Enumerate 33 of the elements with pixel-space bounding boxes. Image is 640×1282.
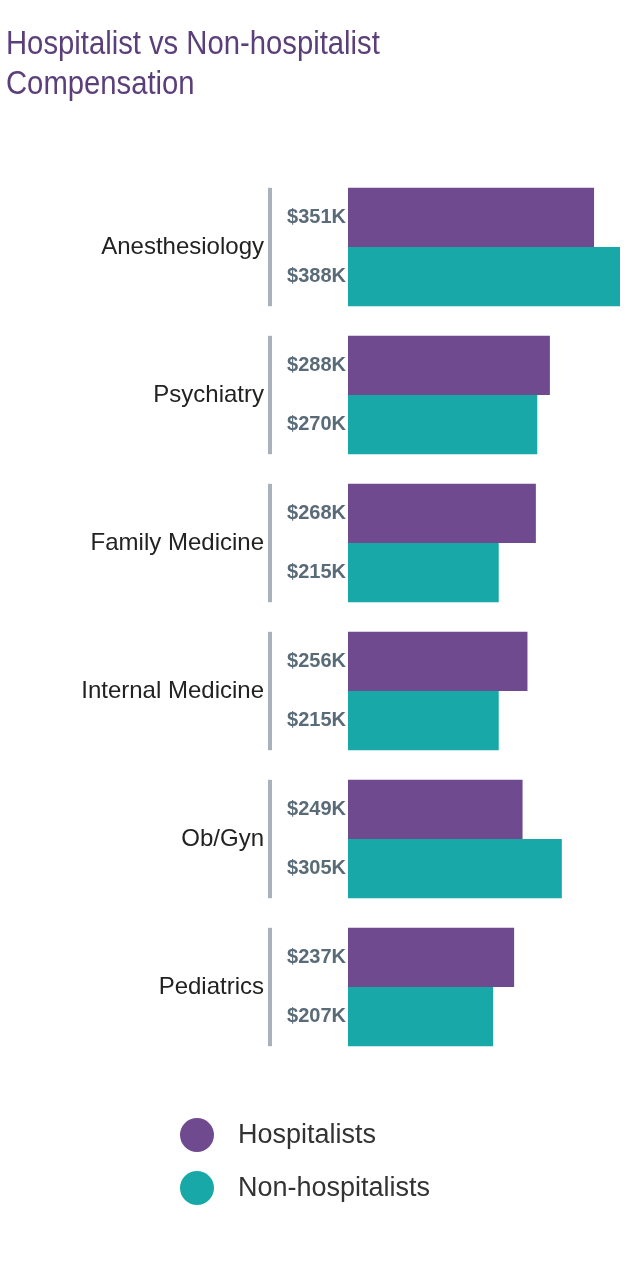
data-label: $256K — [287, 648, 347, 671]
chart-title: Hospitalist vs Non-hospitalist Compensation — [6, 22, 381, 102]
data-label: $215K — [287, 560, 347, 583]
data-label: $249K — [287, 796, 347, 819]
data-label: $305K — [287, 856, 347, 879]
data-label: $388K — [287, 264, 347, 287]
bar — [348, 395, 538, 455]
legend-label: Hospitalists — [238, 1119, 377, 1150]
bar — [348, 247, 620, 307]
data-label: $215K — [287, 708, 347, 731]
data-label: $288K — [287, 352, 347, 375]
bar — [348, 483, 536, 543]
data-label: $237K — [287, 944, 347, 967]
bar — [348, 631, 528, 691]
y-tick-label: Psychiatry — [153, 379, 264, 407]
bar — [348, 187, 595, 247]
data-label: $268K — [287, 500, 347, 523]
data-label: $207K — [287, 1004, 347, 1027]
bar — [348, 987, 494, 1047]
bar — [348, 335, 550, 395]
y-tick-label: Ob/Gyn — [181, 823, 264, 851]
bar — [348, 927, 515, 987]
y-tick-label: Family Medicine — [90, 527, 264, 555]
bar — [348, 839, 562, 899]
data-label: $351K — [287, 204, 347, 227]
data-label: $270K — [287, 412, 347, 435]
bar — [348, 543, 499, 603]
y-tick-label: Anesthesiology — [101, 231, 264, 259]
bar — [348, 779, 523, 839]
y-tick-label: Internal Medicine — [81, 675, 264, 703]
bar — [348, 691, 499, 751]
legend-label: Non-hospitalists — [238, 1172, 431, 1203]
y-tick-label: Pediatrics — [158, 971, 264, 999]
